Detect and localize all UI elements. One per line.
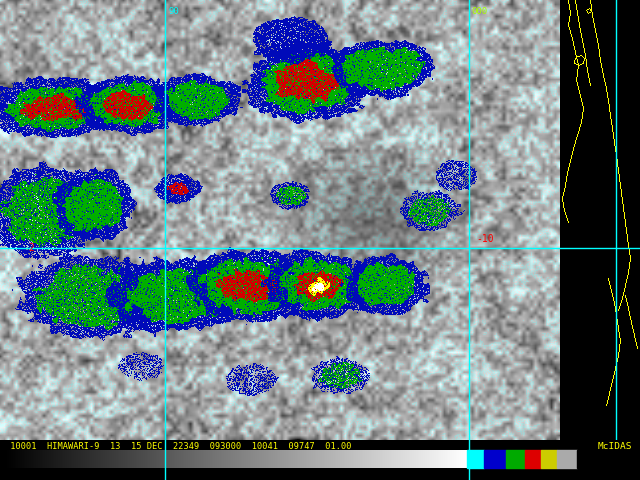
Bar [577,450,595,468]
Text: 90: 90 [168,7,179,16]
Bar [506,450,525,468]
Text: 000: 000 [472,7,488,16]
Text: -10: -10 [477,234,494,244]
Bar [557,450,577,468]
Bar [541,450,557,468]
Text: 10001  HIMAWARI-9  13  15 DEC  22349  093000  10041  09747  01.00: 10001 HIMAWARI-9 13 15 DEC 22349 093000 … [5,442,351,451]
Text: McIDAS: McIDAS [598,442,632,451]
Bar [484,450,506,468]
Bar [467,450,484,468]
Text: 2: 2 [28,243,34,253]
Bar [525,450,541,468]
